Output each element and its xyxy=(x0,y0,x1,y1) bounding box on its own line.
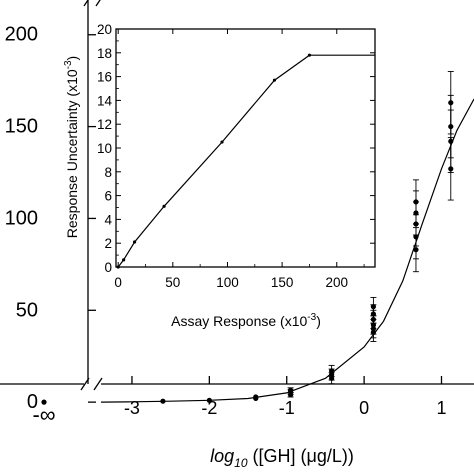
inset-y-tick-label: 14 xyxy=(97,93,113,108)
main-data-point xyxy=(413,199,419,205)
inset-y-tick-label: 16 xyxy=(97,70,112,85)
main-y-tick-label: 0 xyxy=(27,391,38,413)
inset-plot: 0 2 4 6 8 10 12 14 16 18 20 0 50 100 150 200 Assay Res… xyxy=(63,22,376,329)
inset-x-tick-label: 50 xyxy=(165,275,180,290)
inset-y-tick-label: 8 xyxy=(104,165,112,180)
main-x-tick-label: 1 xyxy=(436,398,446,418)
inset-x-tick-label: 0 xyxy=(114,275,122,290)
inset-x-tick-label: 150 xyxy=(271,275,294,290)
inset-marker xyxy=(162,204,166,208)
main-x-ticks: -3 -2 -1 0 1 xyxy=(124,376,447,418)
inset-y-tick-label: 4 xyxy=(104,212,112,227)
inset-y-ticks: 0 2 4 6 8 10 12 14 16 18 20 xyxy=(97,22,375,275)
inset-y-tick-label: 0 xyxy=(104,260,112,275)
axis-break-mark-1 xyxy=(80,377,90,391)
main-x-tick-label: -1 xyxy=(279,398,295,418)
inset-x-axis-title: Assay Response (x10-3) xyxy=(171,312,321,329)
main-data-points xyxy=(41,71,454,405)
inset-x-tick-label: 100 xyxy=(216,275,239,290)
main-data-point xyxy=(41,399,47,405)
axis-break-mark-2 xyxy=(93,377,103,391)
main-data-point xyxy=(448,100,454,106)
inset-markers xyxy=(116,53,312,269)
main-fit-curve xyxy=(100,98,474,403)
inset-marker xyxy=(272,78,277,82)
infinity-tick-label: -∞ xyxy=(32,402,55,427)
inset-marker xyxy=(307,53,312,57)
inset-y-tick-label: 10 xyxy=(97,141,112,156)
inset-marker xyxy=(116,265,120,269)
main-data-point xyxy=(370,304,376,310)
main-x-axis-title: log10 ([GH] (μg/L)) xyxy=(210,446,354,470)
main-data-point xyxy=(206,397,212,403)
main-y-tick-label: 150 xyxy=(5,116,38,138)
top-break-mark-2 xyxy=(95,0,101,7)
main-y-tick-label: 100 xyxy=(5,207,38,229)
inset-marker xyxy=(132,240,137,244)
inset-frame xyxy=(115,28,376,268)
top-break-mark-1 xyxy=(83,0,89,7)
inset-x-tick-label: 200 xyxy=(325,275,348,290)
main-x-tick-label: 0 xyxy=(359,398,369,418)
inset-y-tick-label: 18 xyxy=(97,46,112,61)
main-data-point xyxy=(160,398,166,404)
main-data-point xyxy=(329,368,335,374)
main-y-tick-label: 200 xyxy=(5,24,38,46)
inset-marker xyxy=(220,140,224,144)
inset-x-ticks: 0 50 100 150 200 xyxy=(114,29,365,290)
inset-y-tick-label: 2 xyxy=(104,236,112,251)
main-x-tick-label: -2 xyxy=(201,398,217,418)
main-x-tick-label: -3 xyxy=(124,398,140,418)
inset-line xyxy=(117,54,375,268)
main-data-point xyxy=(287,387,294,393)
inset-y-tick-label: 6 xyxy=(104,189,112,204)
inset-y-axis-title: Response Uncertainty (x10-3) xyxy=(63,56,80,238)
main-y-tick-label: 50 xyxy=(16,299,38,321)
inset-y-tick-label: 20 xyxy=(97,22,112,37)
inset-marker xyxy=(122,258,126,262)
inset-y-tick-label: 12 xyxy=(97,117,112,132)
main-data-point xyxy=(253,394,259,400)
main-y-ticks: 0 50 100 150 200 xyxy=(5,24,96,413)
